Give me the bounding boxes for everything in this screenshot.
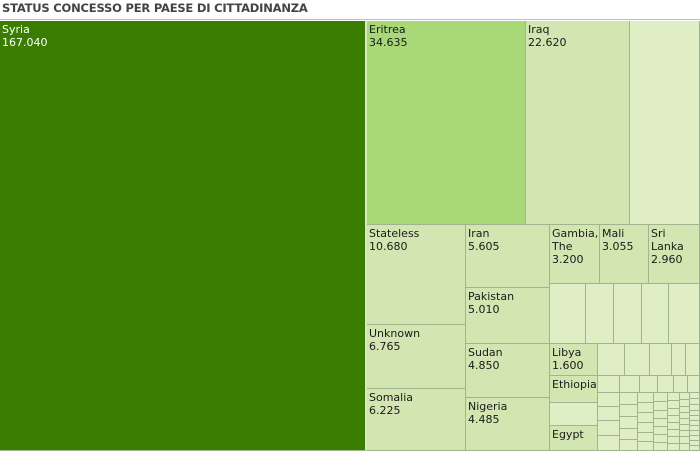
cell-label: Nigeria 4.485 [468,400,508,426]
treemap-cell-small[interactable] [686,344,700,376]
treemap-cell-small[interactable] [642,284,669,344]
treemap-cell-small[interactable] [620,417,638,429]
treemap-cell-small[interactable] [638,393,654,403]
treemap-cell-small[interactable] [598,344,625,376]
treemap: Syria 167.040 Eritrea 34.635 Iraq 22.620 St… [0,21,700,451]
treemap-cell-small[interactable] [658,376,674,393]
treemap-cell-pakistan[interactable]: Pakistan 5.010 [466,288,550,344]
treemap-cell-small[interactable] [620,429,638,440]
treemap-cell-small[interactable] [654,411,668,419]
title-divider [0,19,700,20]
treemap-cell-small[interactable] [598,376,620,393]
treemap-cell-small[interactable] [668,393,680,401]
cell-label: Unknown 6.765 [369,327,421,353]
treemap-cell-iran[interactable]: Iran 5.605 [466,225,550,288]
treemap-cell-iraq[interactable]: Iraq 22.620 [526,21,630,225]
treemap-cell-small[interactable] [668,430,680,437]
treemap-cell-sri-lanka[interactable]: Sri Lanka 2.960 [649,225,700,284]
treemap-cell-unknown[interactable]: Unknown 6.765 [367,325,466,389]
cell-label: Pakistan 5.010 [468,290,515,316]
treemap-cell-small[interactable] [654,419,668,427]
treemap-cell-eritrea[interactable]: Eritrea 34.635 [367,21,526,225]
treemap-cell-small[interactable] [620,376,640,393]
treemap-cell-small[interactable] [654,435,668,443]
treemap-cell-small[interactable] [620,440,638,451]
treemap-cell-small[interactable] [654,443,668,451]
treemap-cell-small[interactable] [680,407,690,413]
treemap-cell-small[interactable] [550,284,586,344]
treemap-cell-small[interactable] [620,405,638,417]
treemap-cell-small[interactable] [668,437,680,444]
treemap-cell-small[interactable] [669,284,700,344]
treemap-cell-small[interactable] [638,442,654,451]
treemap-cell-mali[interactable]: Mali 3.055 [600,225,649,284]
treemap-cell-small[interactable] [680,400,690,407]
treemap-cell-small[interactable] [620,393,638,405]
cell-label: Sri Lanka 2.960 [651,227,684,266]
treemap-cell-small[interactable] [650,344,672,376]
treemap-cell-small[interactable] [680,425,690,431]
treemap-cell-somalia[interactable]: Somalia 6.225 [367,389,466,451]
treemap-cell-small[interactable] [668,409,680,416]
treemap-cell-small[interactable] [640,376,658,393]
cell-label: Somalia 6.225 [369,391,414,417]
cell-label: Egypt [552,428,584,441]
treemap-cell-small[interactable] [614,284,642,344]
treemap-cell-small[interactable] [654,402,668,411]
treemap-cell-small[interactable] [680,413,690,419]
treemap-cell-ethiopia[interactable]: Ethiopia [550,376,598,403]
treemap-cell-stateless[interactable]: Stateless 10.680 [367,225,466,325]
treemap-cell-small[interactable] [586,284,614,344]
treemap-cell-egypt[interactable]: Egypt [550,426,598,451]
treemap-cell-small[interactable] [654,393,668,402]
treemap-cell-syria[interactable]: Syria 167.040 [0,21,367,451]
treemap-cell-small[interactable] [668,423,680,430]
treemap-cell-gambia-the[interactable]: Gambia, The 3.200 [550,225,600,284]
cell-label: Sudan 4.850 [468,346,503,372]
cell-label: Syria 167.040 [2,23,48,49]
treemap-cell-small[interactable] [688,376,700,393]
cell-label: Mali 3.055 [602,227,634,253]
treemap-cell-small[interactable] [550,403,598,426]
treemap-cell-small[interactable] [598,407,620,421]
cell-label: Iraq 22.620 [528,23,567,49]
treemap-cell-small[interactable] [598,393,620,407]
chart-title: STATUS CONCESSO PER PAESE DI CITTADINANZ… [2,1,308,15]
treemap-cell-small[interactable] [668,416,680,423]
cell-label: Libya 1.600 [552,346,584,372]
treemap-cell-small[interactable] [668,444,680,451]
treemap-cell-small[interactable] [680,437,690,444]
treemap-cell-small[interactable] [680,393,690,400]
treemap-cell-small[interactable] [638,413,654,423]
treemap-cell-small[interactable] [630,21,700,225]
treemap-cell-small[interactable] [638,433,654,442]
cell-label: Stateless 10.680 [369,227,420,253]
treemap-cell-sudan[interactable]: Sudan 4.850 [466,344,550,398]
treemap-cell-small[interactable] [690,446,700,451]
treemap-cell-small[interactable] [680,419,690,425]
treemap-cell-small[interactable] [668,401,680,409]
treemap-cell-small[interactable] [680,431,690,437]
treemap-cell-small[interactable] [598,436,620,451]
cell-label: Eritrea 34.635 [369,23,408,49]
treemap-cell-small[interactable] [680,444,690,451]
treemap-cell-libya[interactable]: Libya 1.600 [550,344,598,376]
treemap-cell-small[interactable] [674,376,688,393]
cell-label: Iran 5.605 [468,227,500,253]
treemap-cell-small[interactable] [672,344,686,376]
treemap-cell-small[interactable] [625,344,650,376]
treemap-cell-small[interactable] [638,403,654,413]
treemap-cell-small[interactable] [654,427,668,435]
cell-label: Ethiopia [552,378,597,391]
cell-label: Gambia, The 3.200 [552,227,599,266]
treemap-cell-small[interactable] [638,423,654,433]
treemap-cell-small[interactable] [598,421,620,436]
treemap-cell-nigeria[interactable]: Nigeria 4.485 [466,398,550,451]
